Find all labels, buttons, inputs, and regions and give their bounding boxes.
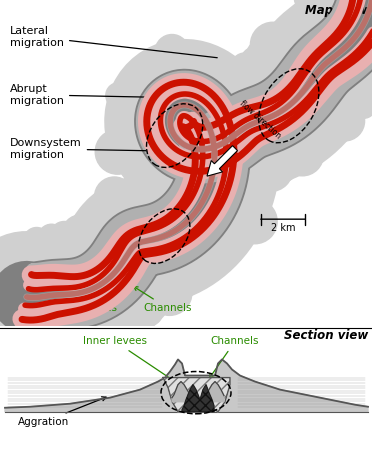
Circle shape (195, 68, 234, 108)
Circle shape (307, 119, 340, 153)
Circle shape (49, 318, 92, 361)
Polygon shape (182, 385, 214, 412)
Circle shape (73, 322, 114, 363)
FancyArrow shape (207, 146, 237, 176)
Circle shape (106, 83, 131, 108)
Circle shape (293, 6, 317, 30)
Text: Downsystem
migration: Downsystem migration (10, 138, 167, 160)
Text: Inner levees: Inner levees (53, 286, 117, 313)
Circle shape (57, 228, 93, 264)
Circle shape (146, 166, 176, 195)
Text: Inner levees: Inner levees (83, 336, 177, 383)
Circle shape (160, 267, 183, 291)
Circle shape (136, 169, 179, 212)
Circle shape (143, 279, 176, 311)
Circle shape (246, 161, 278, 193)
Circle shape (95, 130, 140, 174)
Circle shape (366, 61, 372, 102)
Circle shape (206, 98, 234, 125)
Circle shape (22, 326, 51, 355)
Circle shape (125, 165, 164, 204)
Text: Map view: Map view (305, 4, 368, 17)
Circle shape (214, 60, 243, 89)
Circle shape (181, 181, 219, 220)
Text: 2 km: 2 km (271, 223, 295, 233)
Circle shape (80, 210, 112, 242)
Circle shape (299, 0, 333, 28)
Polygon shape (163, 378, 230, 412)
Circle shape (186, 81, 225, 121)
Circle shape (238, 98, 279, 138)
Circle shape (238, 54, 271, 88)
Text: flow direction: flow direction (238, 99, 283, 140)
Text: Section view: Section view (284, 329, 368, 342)
Circle shape (137, 300, 163, 325)
Circle shape (164, 258, 202, 296)
Circle shape (180, 80, 215, 114)
Circle shape (275, 16, 308, 49)
Circle shape (147, 271, 192, 315)
Circle shape (99, 306, 140, 346)
Circle shape (226, 180, 248, 202)
Circle shape (250, 22, 295, 67)
Circle shape (174, 135, 207, 168)
Circle shape (152, 130, 184, 162)
Circle shape (208, 117, 241, 150)
Circle shape (231, 53, 260, 82)
Circle shape (125, 183, 155, 213)
Text: Channels: Channels (209, 336, 259, 378)
Circle shape (309, 0, 350, 12)
Circle shape (20, 233, 46, 259)
Text: Lateral
migration: Lateral migration (10, 26, 217, 58)
Text: Abrupt
migration: Abrupt migration (10, 84, 192, 106)
Circle shape (40, 325, 79, 364)
Circle shape (154, 129, 184, 159)
Circle shape (50, 221, 78, 250)
Circle shape (24, 228, 50, 253)
Circle shape (325, 101, 365, 141)
Circle shape (232, 199, 277, 244)
Circle shape (334, 86, 369, 121)
Circle shape (67, 230, 95, 258)
Circle shape (141, 142, 176, 176)
Circle shape (219, 63, 249, 93)
Circle shape (247, 41, 272, 66)
Circle shape (294, 0, 329, 14)
Polygon shape (182, 385, 214, 412)
Polygon shape (203, 382, 224, 402)
Circle shape (269, 153, 297, 182)
Polygon shape (163, 378, 230, 412)
Circle shape (249, 148, 293, 191)
Circle shape (33, 328, 75, 369)
Polygon shape (5, 360, 368, 412)
Polygon shape (172, 382, 193, 402)
Circle shape (201, 240, 234, 274)
Circle shape (195, 76, 234, 114)
Circle shape (240, 46, 273, 80)
Circle shape (258, 157, 289, 188)
Circle shape (155, 35, 189, 68)
Circle shape (182, 86, 221, 125)
Circle shape (135, 153, 173, 191)
Circle shape (281, 134, 323, 176)
Circle shape (341, 71, 372, 115)
Text: Channels: Channels (134, 287, 192, 313)
Text: Aggration: Aggration (18, 397, 106, 427)
Circle shape (62, 215, 99, 252)
Circle shape (38, 224, 65, 251)
Circle shape (57, 226, 80, 249)
Circle shape (142, 274, 183, 314)
Circle shape (353, 95, 372, 118)
Circle shape (94, 177, 134, 216)
Circle shape (243, 149, 284, 189)
